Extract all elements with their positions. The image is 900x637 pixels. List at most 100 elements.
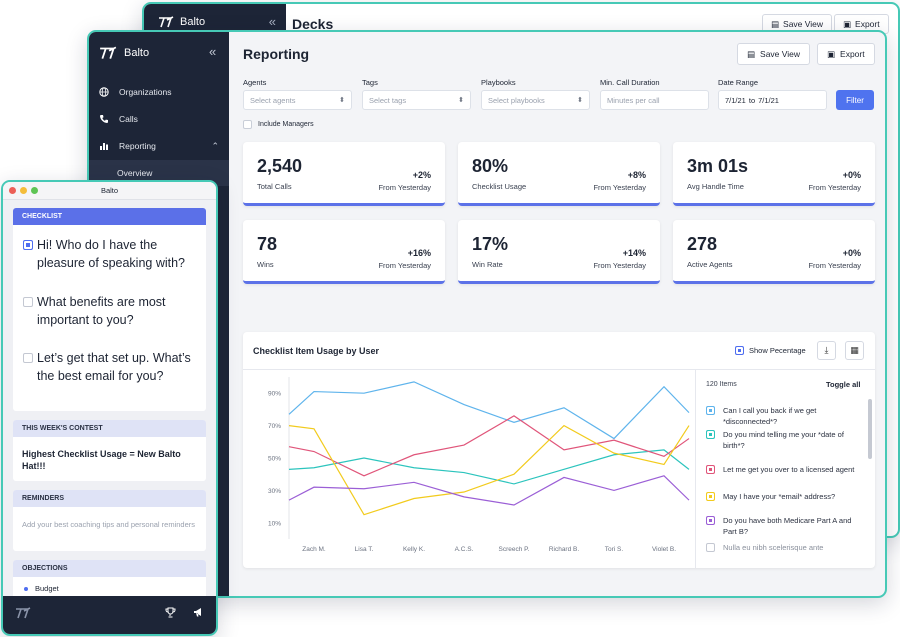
series-line-3 bbox=[288, 424, 690, 516]
stat-sub: From Yesterday bbox=[378, 261, 431, 270]
stat-label: Win Rate bbox=[472, 260, 503, 269]
checklist-item[interactable]: What benefits are most important to you? bbox=[23, 294, 197, 329]
stat-sub: From Yesterday bbox=[808, 183, 861, 192]
save-icon: ▤ bbox=[747, 48, 756, 59]
close-window-icon[interactable] bbox=[9, 187, 16, 194]
checklist-panel: CHECKLIST Hi! Who do I have the pleasure… bbox=[13, 208, 206, 411]
tags-select[interactable]: Select tags ⬍ bbox=[362, 90, 471, 110]
collapse-sidebar-icon[interactable]: « bbox=[209, 44, 217, 59]
stat-value: 3m 01s bbox=[687, 156, 749, 176]
stat-change: +16% bbox=[407, 248, 431, 258]
legend-checkbox[interactable] bbox=[706, 465, 715, 474]
legend-checkbox[interactable] bbox=[706, 516, 715, 525]
legend-label: Can I call you back if we get *disconnec… bbox=[723, 406, 817, 426]
stat-card-wins: 78 Wins +16% From Yesterday bbox=[243, 220, 445, 284]
legend-item[interactable]: May I have your *email* address? bbox=[706, 491, 866, 502]
chevron-up-icon[interactable]: ⌃ bbox=[211, 140, 219, 151]
download-icon[interactable]: ⤓ bbox=[817, 341, 836, 360]
decks-brand-name: Balto bbox=[180, 16, 206, 28]
tags-placeholder: Select tags bbox=[369, 95, 407, 105]
show-percentage-toggle[interactable]: Show Pecentage bbox=[735, 346, 806, 355]
date-to-word: to bbox=[748, 95, 756, 105]
legend-item[interactable]: Can I call you back if we get *disconnec… bbox=[706, 405, 866, 427]
balto-logo-icon bbox=[100, 46, 117, 59]
sidebar-brand[interactable]: Balto bbox=[99, 46, 149, 60]
checklist-usage-chart-card: Checklist Item Usage by User Show Pecent… bbox=[243, 332, 875, 568]
decks-export-label: Export bbox=[855, 19, 880, 29]
legend-item[interactable]: Do you mind telling me your *date of bir… bbox=[706, 429, 866, 451]
decks-brand: Balto bbox=[158, 16, 205, 28]
trophy-icon[interactable] bbox=[165, 607, 176, 621]
chevron-updown-icon: ⬍ bbox=[339, 97, 345, 104]
checklist-item-text: What benefits are most important to you? bbox=[37, 295, 166, 327]
stat-change: +0% bbox=[842, 248, 861, 258]
bar-chart-icon bbox=[99, 141, 109, 151]
x-tick-label: A.C.S. bbox=[455, 546, 474, 553]
sidebar-item-organizations[interactable]: Organizations bbox=[89, 79, 229, 105]
minimize-window-icon[interactable] bbox=[20, 187, 27, 194]
x-tick-label: Tori S. bbox=[605, 546, 624, 553]
stat-card-avg-handle-time: 3m 01s Avg Handle Time +0% From Yesterda… bbox=[673, 142, 875, 206]
checklist-item[interactable]: Let’s get that set up. What’s the best e… bbox=[23, 350, 197, 385]
phone-icon bbox=[99, 114, 109, 124]
checklist-item-text: Hi! Who do I have the pleasure of speaki… bbox=[37, 238, 186, 270]
sidebar-item-calls[interactable]: Calls bbox=[89, 106, 229, 132]
legend-item[interactable]: Do you have both Medicare Part A and Par… bbox=[706, 515, 866, 537]
min-call-placeholder: Minutes per call bbox=[607, 95, 660, 105]
legend-scrollbar[interactable] bbox=[868, 399, 872, 459]
stat-card-win-rate: 17% Win Rate +14% From Yesterday bbox=[458, 220, 660, 284]
chart-divider bbox=[243, 369, 875, 370]
legend-checkbox[interactable] bbox=[706, 430, 715, 439]
stat-label: Checklist Usage bbox=[472, 182, 527, 191]
checklist-checkbox[interactable] bbox=[23, 240, 33, 250]
checklist-checkbox[interactable] bbox=[23, 297, 33, 307]
sidebar-item-label: Organizations bbox=[119, 87, 172, 97]
date-to: 7/1/21 bbox=[758, 95, 779, 105]
stat-change: +0% bbox=[842, 170, 861, 180]
show-percentage-checkbox[interactable] bbox=[735, 346, 744, 355]
toggle-all-link[interactable]: Toggle all bbox=[826, 380, 861, 389]
x-tick-label: Richard B. bbox=[549, 546, 580, 553]
stat-label: Wins bbox=[257, 260, 274, 269]
checklist-checkbox[interactable] bbox=[23, 353, 33, 363]
agent-footer bbox=[3, 596, 216, 634]
filter-button[interactable]: Filter bbox=[836, 90, 874, 110]
window-titlebar: Balto bbox=[3, 182, 216, 200]
stat-change: +14% bbox=[622, 248, 646, 258]
contest-panel: THIS WEEK'S CONTEST Highest Checklist Us… bbox=[13, 420, 206, 481]
stat-card-active-agents: 278 Active Agents +0% From Yesterday bbox=[673, 220, 875, 284]
legend-checkbox[interactable] bbox=[706, 492, 715, 501]
legend-checkbox[interactable] bbox=[706, 543, 715, 552]
maximize-window-icon[interactable] bbox=[31, 187, 38, 194]
line-chart: 90% 70% 50% 30% 10% Zach M. Lisa T. Kelly K. A.C… bbox=[268, 377, 690, 553]
table-icon[interactable]: ▦ bbox=[845, 341, 864, 360]
include-managers-checkbox[interactable] bbox=[243, 120, 252, 129]
export-button[interactable]: ▣ Export bbox=[817, 43, 875, 65]
legend-label: Do you have both Medicare Part A and Par… bbox=[723, 516, 852, 536]
date-range-input[interactable]: 7/1/21 to 7/1/21 bbox=[718, 90, 827, 110]
playbooks-select[interactable]: Select playbooks ⬍ bbox=[481, 90, 590, 110]
legend-checkbox[interactable] bbox=[706, 406, 715, 415]
min-call-input[interactable]: Minutes per call bbox=[600, 90, 709, 110]
stat-value: 278 bbox=[687, 234, 718, 254]
decks-collapse-icon[interactable]: « bbox=[268, 14, 276, 29]
balto-agent-window: Balto CHECKLIST Hi! Who do I have the pl… bbox=[1, 180, 218, 636]
series-line-1 bbox=[288, 449, 690, 485]
objection-item[interactable]: Budget bbox=[24, 584, 59, 593]
checklist-item[interactable]: Hi! Who do I have the pleasure of speaki… bbox=[23, 237, 197, 272]
y-tick-label: 30% bbox=[268, 488, 281, 495]
sidebar-item-reporting[interactable]: Reporting ⌃ bbox=[89, 133, 229, 159]
contest-header: THIS WEEK'S CONTEST bbox=[13, 420, 206, 437]
decks-save-view-label: Save View bbox=[783, 19, 824, 29]
legend-item[interactable]: Let me get you over to a licensed agent bbox=[706, 464, 866, 475]
globe-icon bbox=[99, 87, 109, 97]
agents-select[interactable]: Select agents ⬍ bbox=[243, 90, 352, 110]
megaphone-icon[interactable] bbox=[193, 607, 204, 621]
save-view-button[interactable]: ▤ Save View bbox=[737, 43, 811, 65]
playbooks-label: Playbooks bbox=[481, 78, 516, 87]
y-tick-label: 70% bbox=[268, 423, 281, 430]
include-managers[interactable]: Include Managers bbox=[243, 120, 314, 129]
series-line-4 bbox=[288, 475, 690, 506]
stat-sub: From Yesterday bbox=[593, 261, 646, 270]
legend-item[interactable]: Nulla eu nibh scelerisque ante bbox=[706, 542, 866, 553]
